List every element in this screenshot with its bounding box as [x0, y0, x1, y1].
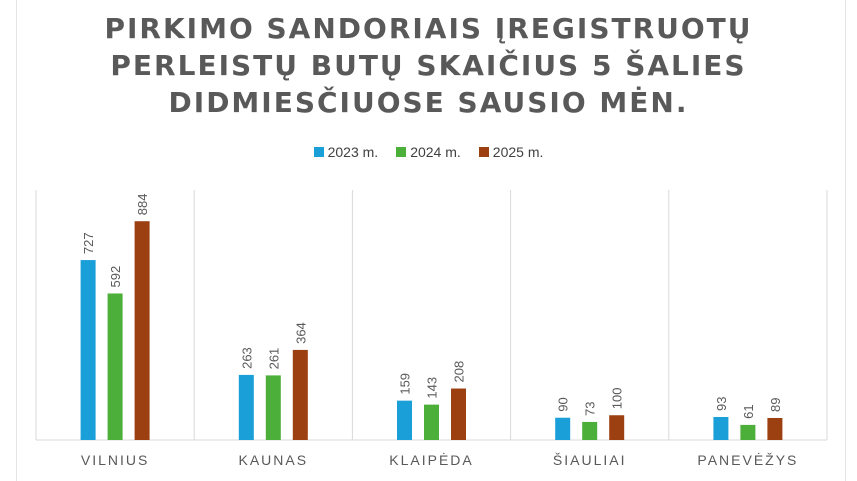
- legend-swatch-2024: [396, 147, 407, 157]
- bar-šiauliai-series-1: [582, 421, 598, 440]
- data-label-panevėžys-series-1: 61: [741, 404, 756, 418]
- data-label-šiauliai-series-1: 73: [583, 401, 598, 415]
- bar-klaipėda-series-0: [397, 400, 412, 440]
- data-label-šiauliai-series-2: 100: [610, 388, 625, 410]
- legend-label-2025: 2025 m.: [492, 144, 544, 160]
- chart-title-line-1: PIRKIMO SANDORIAIS ĮREGISTRUOTŲ: [104, 12, 753, 45]
- category-label-4: PANEVĖŽYS: [697, 451, 798, 468]
- data-label-vilnius-series-2: 884: [135, 194, 150, 216]
- chart-title-line-2: PERLEISTŲ BUTŲ SKAIČIUS 5 ŠALIES: [110, 49, 747, 82]
- category-label-2: KLAIPĖDA: [389, 451, 473, 468]
- data-label-klaipėda-series-1: 143: [425, 377, 440, 399]
- bar-šiauliai-series-0: [555, 417, 571, 440]
- data-label-kaunas-series-1: 261: [266, 348, 281, 370]
- category-label-0: VILNIUS: [81, 452, 149, 468]
- data-label-kaunas-series-0: 263: [239, 347, 254, 369]
- legend-swatch-2025: [478, 147, 489, 157]
- data-label-vilnius-series-1: 592: [108, 266, 123, 288]
- data-label-panevėžys-series-0: 93: [714, 397, 729, 411]
- bar-panevėžys-series-2: [767, 417, 783, 440]
- bar-panevėžys-series-0: [713, 416, 729, 440]
- bar-kaunas-series-0: [238, 374, 254, 440]
- bar-šiauliai-series-2: [609, 415, 625, 440]
- legend-item-2023: 2023 m.: [313, 144, 379, 160]
- data-label-klaipėda-series-2: 208: [452, 361, 467, 383]
- chart-title-line-3: DIDMIESČIUOSE SAUSIO MĖN.: [168, 86, 689, 119]
- data-label-vilnius-series-0: 727: [81, 232, 96, 254]
- chart-title: PIRKIMO SANDORIAIS ĮREGISTRUOTŲ PERLEIST…: [0, 10, 857, 121]
- chart-frame: [16, 0, 846, 481]
- legend-label-2023: 2023 m.: [327, 144, 379, 160]
- legend-swatch-2023: [313, 147, 324, 157]
- legend-item-2025: 2025 m.: [478, 144, 544, 160]
- category-label-3: ŠIAULIAI: [553, 452, 627, 468]
- legend-label-2024: 2024 m.: [410, 144, 461, 160]
- data-label-šiauliai-series-0: 90: [556, 397, 571, 411]
- bar-vilnius-series-2: [134, 221, 150, 440]
- bar-panevėžys-series-1: [740, 424, 756, 440]
- data-label-klaipėda-series-0: 159: [398, 373, 413, 395]
- data-label-panevėžys-series-2: 89: [768, 398, 783, 412]
- legend-item-2024: 2024 m.: [396, 144, 461, 160]
- chart-legend: 2023 m. 2024 m. 2025 m.: [0, 144, 857, 160]
- category-label-1: KAUNAS: [239, 452, 309, 468]
- data-label-kaunas-series-2: 364: [293, 322, 308, 344]
- bar-klaipėda-series-1: [424, 404, 439, 440]
- bar-kaunas-series-2: [292, 349, 308, 440]
- bar-vilnius-series-0: [80, 260, 96, 440]
- bar-vilnius-series-1: [107, 293, 123, 440]
- bar-kaunas-series-1: [265, 375, 281, 440]
- bar-klaipėda-series-2: [451, 388, 466, 440]
